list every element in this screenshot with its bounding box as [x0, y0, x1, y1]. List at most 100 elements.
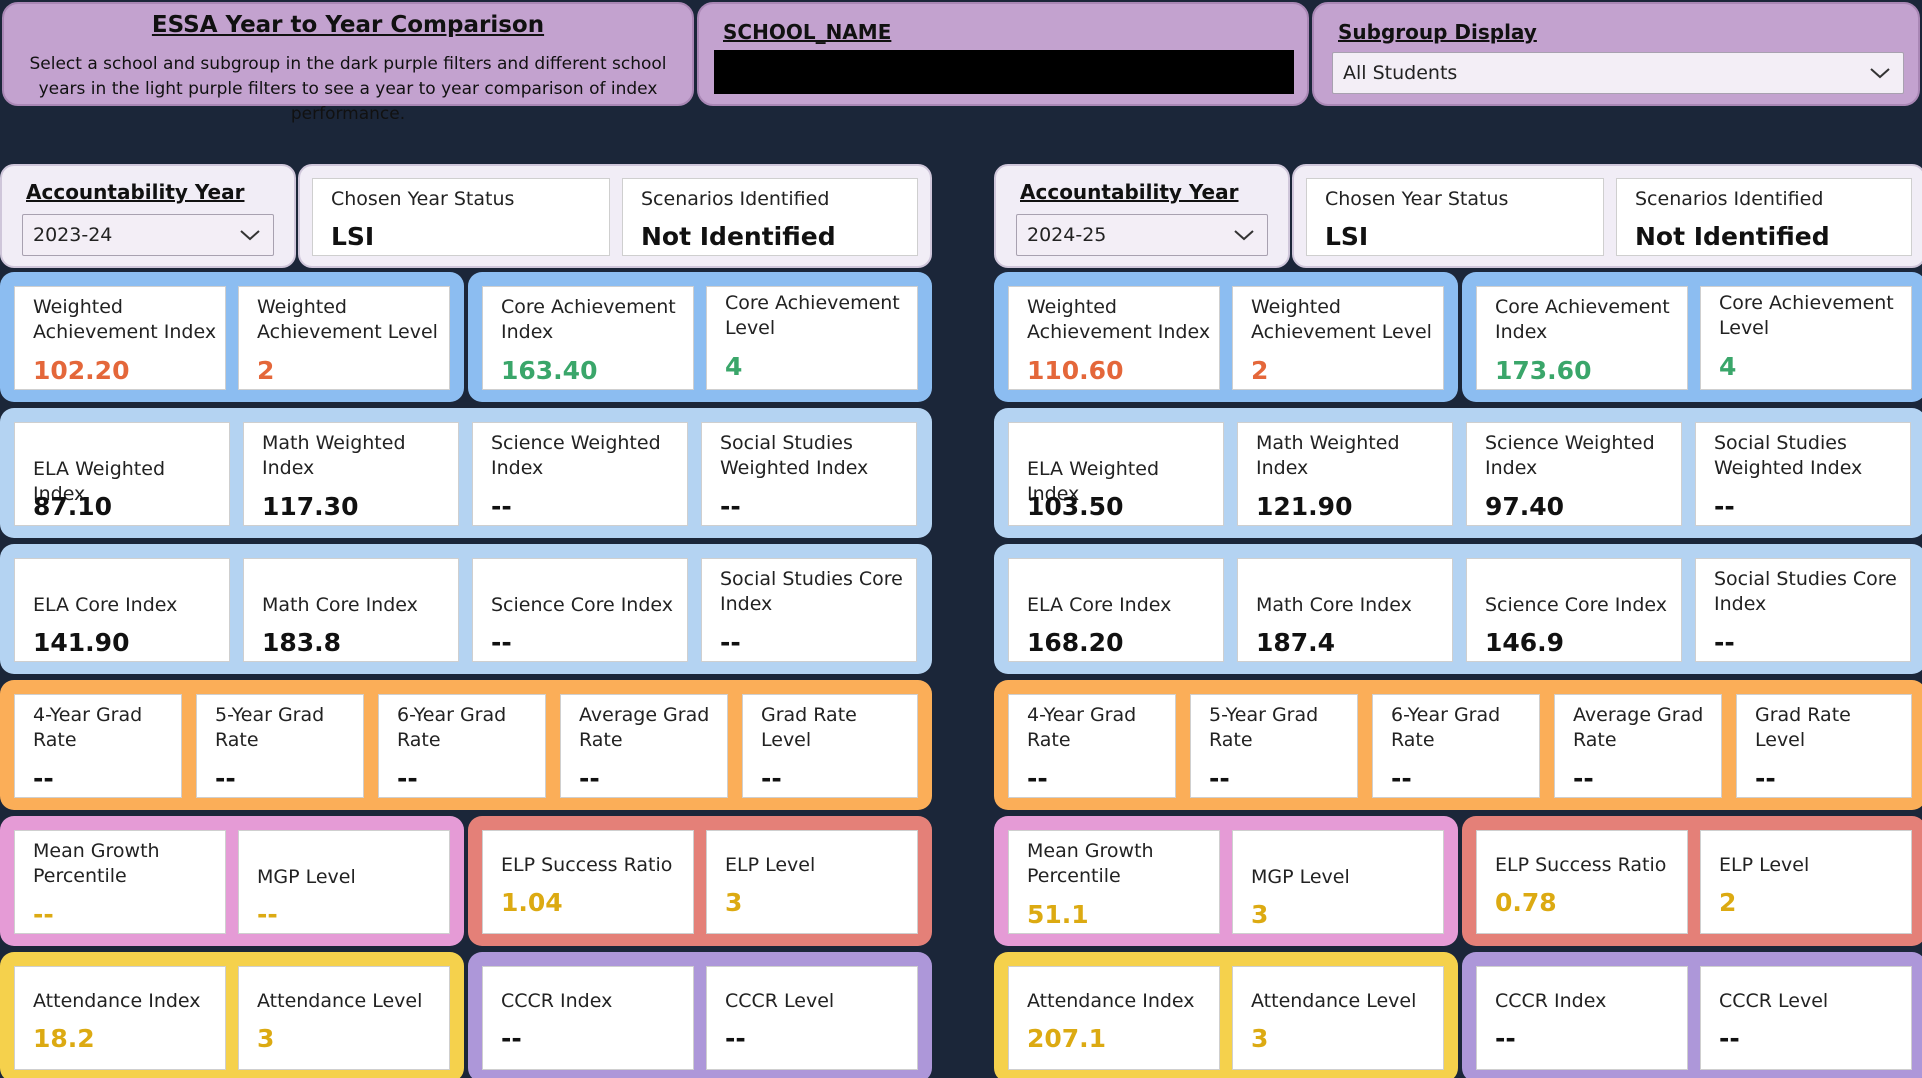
page-title: ESSA Year to Year Comparison: [151, 12, 545, 38]
card-value: 2: [1251, 356, 1269, 385]
subgroup-filter-panel: Subgroup Display All Students: [1312, 2, 1920, 106]
weighted-achievement-band: Weighted Achievement Index 110.60 Weight…: [994, 272, 1458, 402]
weighted-achievement-level-card: Weighted Achievement Level 2: [238, 286, 450, 390]
subgroup-dropdown[interactable]: All Students: [1332, 52, 1904, 94]
card-value: LSI: [331, 222, 375, 251]
weighted-achievement-index-card: Weighted Achievement Index 110.60: [1008, 286, 1220, 390]
card-label: CCCR Index: [1495, 990, 1607, 1012]
subgroup-dropdown-value: All Students: [1343, 62, 1458, 84]
card-value: 4: [725, 352, 743, 381]
subgroup-filter-label: Subgroup Display: [1338, 20, 1537, 44]
card-value: 173.60: [1495, 356, 1592, 385]
card-value: 183.8: [262, 628, 342, 657]
ela-core-index-card: ELA Core Index 141.90: [14, 558, 230, 662]
card-label: Weighted Achievement Level: [257, 296, 438, 343]
core-achievement-index-card: Core Achievement Index 163.40: [482, 286, 694, 390]
math-core-index-card: Math Core Index 187.4: [1237, 558, 1453, 662]
card-label: Core Achievement Index: [501, 296, 676, 343]
card-label: ELP Success Ratio: [501, 854, 673, 876]
card-label: Chosen Year Status: [331, 188, 515, 210]
card-label: MGP Level: [257, 866, 356, 888]
ela-weighted-index-card: ELA Weighted Index 87.10: [14, 422, 230, 526]
attendance-level-card: Attendance Level 3: [238, 966, 450, 1070]
elp-level-card: ELP Level 3: [706, 830, 918, 934]
title-panel: ESSA Year to Year Comparison Select a sc…: [2, 2, 694, 124]
card-label: Core Achievement Level: [725, 292, 900, 339]
math-core-index-card: Math Core Index 183.8: [243, 558, 459, 662]
card-value: --: [1714, 492, 1735, 521]
card-value: --: [257, 900, 278, 929]
accountability-year-label: Accountability Year: [26, 180, 245, 204]
card-label: 5-Year Grad Rate: [215, 704, 325, 751]
grad-6yr-card: 6-Year Grad Rate --: [1372, 694, 1540, 798]
card-value: 51.1: [1027, 900, 1089, 929]
mgp-level-card: MGP Level 3: [1232, 830, 1444, 934]
accountability-year-dropdown[interactable]: 2023-24: [22, 214, 274, 256]
card-value: 0.78: [1495, 888, 1557, 917]
school-filter-panel: SCHOOL_NAME: [697, 2, 1309, 106]
weighted-achievement-index-card: Weighted Achievement Index 102.20: [14, 286, 226, 390]
core-achievement-index-card: Core Achievement Index 173.60: [1476, 286, 1688, 390]
card-label: CCCR Level: [725, 990, 835, 1012]
science-weighted-index-card: Science Weighted Index 97.40: [1466, 422, 1682, 526]
elp-band: ELP Success Ratio 1.04 ELP Level 3: [468, 816, 932, 946]
card-value: --: [1209, 764, 1230, 793]
card-value: --: [397, 764, 418, 793]
card-value: --: [501, 1024, 522, 1053]
attendance-band: Attendance Index 207.1 Attendance Level …: [994, 952, 1458, 1078]
card-label: Scenarios Identified: [1635, 188, 1824, 210]
social-studies-core-index-card: Social Studies Core Index --: [701, 558, 917, 662]
card-label: Attendance Index: [33, 990, 201, 1012]
accountability-year-filter: Accountability Year 2024-25: [994, 164, 1290, 268]
card-label: Math Weighted Index: [1256, 432, 1400, 479]
card-value: --: [215, 764, 236, 793]
card-label: Average Grad Rate: [579, 704, 710, 751]
grad-6yr-card: 6-Year Grad Rate --: [378, 694, 546, 798]
card-value: --: [1391, 764, 1412, 793]
card-value: --: [725, 1024, 746, 1053]
social-studies-weighted-index-card: Social Studies Weighted Index --: [701, 422, 917, 526]
card-label: Scenarios Identified: [641, 188, 830, 210]
card-label: Social Studies Core Index: [720, 568, 903, 615]
core-achievement-band: Core Achievement Index 173.60 Core Achie…: [1462, 272, 1922, 402]
card-label: Grad Rate Level: [761, 704, 857, 751]
card-value: --: [1495, 1024, 1516, 1053]
core-achievement-level-card: Core Achievement Level 4: [706, 286, 918, 390]
card-label: Attendance Level: [1251, 990, 1417, 1012]
card-label: Weighted Achievement Index: [33, 296, 217, 343]
card-label: Chosen Year Status: [1325, 188, 1509, 210]
card-label: Social Studies Core Index: [1714, 568, 1897, 615]
card-value: 163.40: [501, 356, 598, 385]
elp-level-card: ELP Level 2: [1700, 830, 1912, 934]
accountability-year-dropdown[interactable]: 2024-25: [1016, 214, 1268, 256]
card-value: --: [33, 900, 54, 929]
card-value: 2: [257, 356, 275, 385]
weighted-achievement-level-card: Weighted Achievement Level 2: [1232, 286, 1444, 390]
grad-5yr-card: 5-Year Grad Rate --: [196, 694, 364, 798]
chevron-down-icon: [1234, 230, 1254, 241]
card-label: Math Core Index: [1256, 594, 1412, 616]
grad-4yr-card: 4-Year Grad Rate --: [1008, 694, 1176, 798]
chevron-down-icon: [240, 230, 260, 241]
school-name-redacted[interactable]: [714, 50, 1294, 94]
card-label: 6-Year Grad Rate: [1391, 704, 1501, 751]
card-value: --: [1755, 764, 1776, 793]
elp-band: ELP Success Ratio 0.78 ELP Level 2: [1462, 816, 1922, 946]
card-label: Attendance Index: [1027, 990, 1195, 1012]
card-label: Core Achievement Level: [1719, 292, 1894, 339]
card-label: ELA Core Index: [1027, 594, 1172, 616]
grad-average-card: Average Grad Rate --: [1554, 694, 1722, 798]
card-label: ELP Success Ratio: [1495, 854, 1667, 876]
card-value: 4: [1719, 352, 1737, 381]
card-value: --: [720, 628, 741, 657]
grad-rate-band: 4-Year Grad Rate -- 5-Year Grad Rate -- …: [0, 680, 932, 810]
card-value: 146.9: [1485, 628, 1565, 657]
card-label: Weighted Achievement Index: [1027, 296, 1211, 343]
card-value: 3: [725, 888, 743, 917]
year-column-left: Accountability Year 2023-24 Chosen Year …: [0, 164, 932, 1078]
math-weighted-index-card: Math Weighted Index 117.30: [243, 422, 459, 526]
weighted-achievement-band: Weighted Achievement Index 102.20 Weight…: [0, 272, 464, 402]
card-label: 6-Year Grad Rate: [397, 704, 507, 751]
card-label: Math Weighted Index: [262, 432, 406, 479]
card-label: Science Weighted Index: [1485, 432, 1655, 479]
